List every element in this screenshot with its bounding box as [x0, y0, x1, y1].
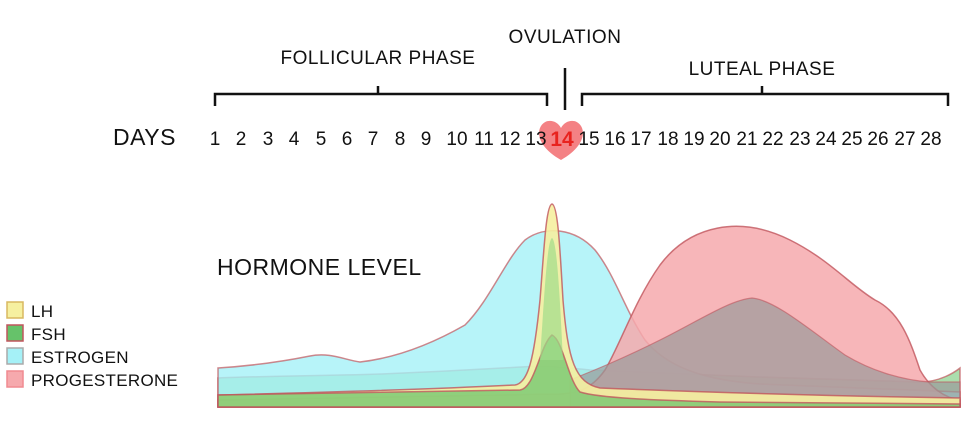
day-number: 15	[578, 129, 599, 150]
day-number: 21	[736, 129, 757, 150]
lh-curve	[217, 203, 961, 408]
day-number: 3	[263, 129, 274, 150]
legend: LH FSH ESTROGEN PROGESTERONE	[6, 301, 178, 390]
legend-label-lh: LH	[31, 302, 53, 321]
day-number: 5	[316, 129, 327, 150]
day-number: 12	[499, 129, 520, 150]
legend-label-fsh: FSH	[31, 325, 66, 344]
day-number: 17	[630, 129, 651, 150]
day-number: 19	[683, 129, 704, 150]
legend-label-estrogen: ESTROGEN	[31, 348, 129, 367]
day-number: 8	[395, 129, 406, 150]
fsh-curve	[217, 334, 961, 408]
legend-label-progesterone: PROGESTERONE	[31, 371, 178, 390]
legend-item-estrogen: ESTROGEN	[6, 347, 129, 367]
day-number: 4	[289, 129, 300, 150]
day-number: 22	[762, 129, 783, 150]
heart-icon	[539, 120, 583, 160]
day-number: 25	[841, 129, 862, 150]
legend-swatch-lh	[6, 301, 24, 319]
hormone-curves	[217, 203, 961, 408]
day-number: 20	[709, 129, 730, 150]
ovulation-label: OVULATION	[509, 27, 622, 48]
day-number: 24	[815, 129, 837, 150]
luteal-bracket	[580, 86, 950, 106]
lh-overlap-curve	[569, 297, 961, 408]
legend-item-progesterone: PROGESTERONE	[6, 370, 178, 390]
day-number: 7	[368, 129, 379, 150]
day-number: 27	[894, 129, 915, 150]
legend-swatch-progesterone	[6, 370, 24, 388]
legend-swatch-estrogen	[6, 347, 24, 365]
day-number: 10	[446, 129, 467, 150]
day-number: 9	[421, 129, 432, 150]
days-label: DAYS	[113, 124, 176, 150]
day-number: 13	[525, 129, 546, 150]
days-row: 1 2 3 4 5 6 7 8 9 10 11 12 13 14 15 16 17 18 19 20 21 22 23 24 2…	[210, 128, 942, 151]
day-number: 16	[604, 129, 625, 150]
day-number-highlight: 14	[550, 128, 574, 151]
day-number: 28	[920, 129, 941, 150]
luteal-phase-label: LUTEAL PHASE	[689, 59, 836, 80]
follicular-bracket	[213, 86, 549, 106]
legend-swatch-fsh	[6, 324, 24, 342]
hormone-level-label: HORMONE LEVEL	[217, 254, 422, 280]
day-number: 1	[210, 129, 221, 150]
day-number: 18	[657, 129, 678, 150]
legend-item-lh: LH	[6, 301, 53, 321]
day-number: 6	[342, 129, 353, 150]
day-number: 26	[867, 129, 888, 150]
fsh-green-peak	[540, 238, 563, 360]
day-number: 2	[236, 129, 247, 150]
day-number: 23	[789, 129, 810, 150]
day-number: 11	[474, 129, 494, 150]
legend-item-fsh: FSH	[6, 324, 66, 344]
follicular-phase-label: FOLLICULAR PHASE	[281, 48, 476, 69]
